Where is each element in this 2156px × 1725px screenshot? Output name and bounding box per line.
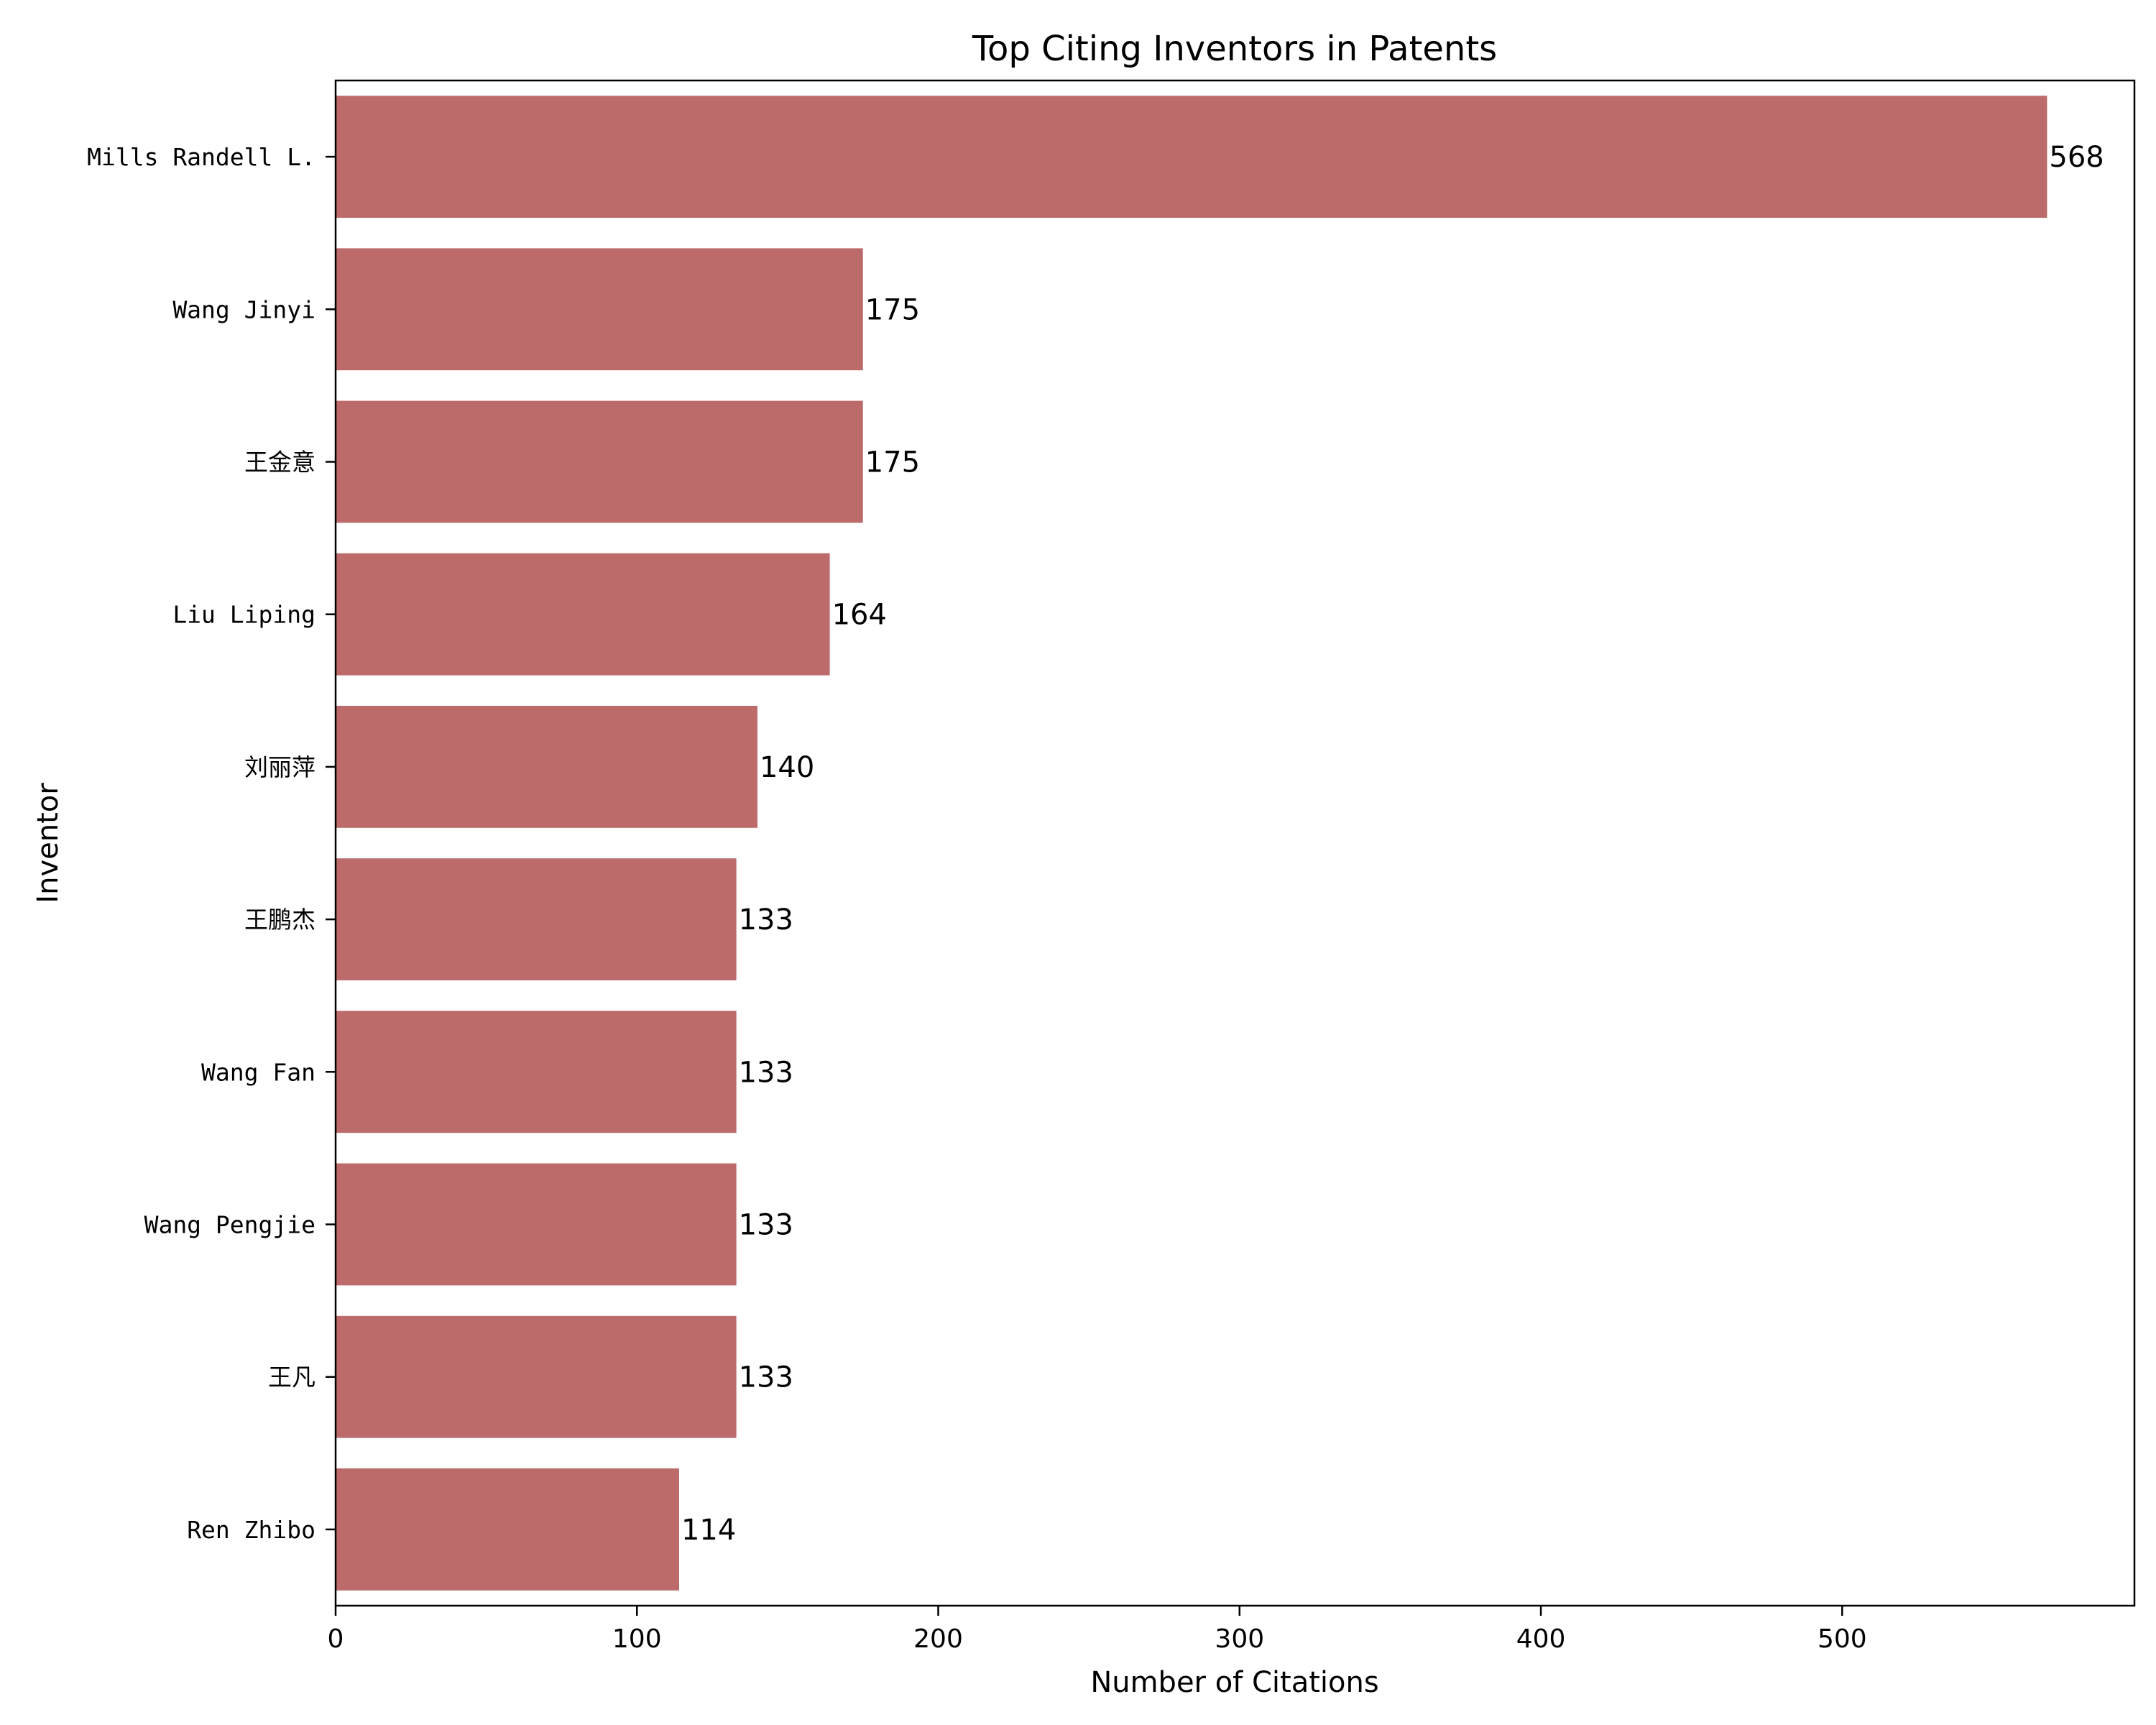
- x-tick-label: 400: [1516, 1624, 1566, 1654]
- bar: [336, 553, 830, 676]
- bar: [336, 1468, 679, 1591]
- y-tick-label: Wang Jinyi: [172, 295, 315, 323]
- bar-value-label: 164: [832, 599, 887, 632]
- bar: [336, 1316, 737, 1438]
- y-tick-label: Ren Zhibo: [187, 1516, 315, 1544]
- x-tick-label: 200: [913, 1624, 963, 1654]
- y-axis: Mills Randell L. Wang Jinyi 王金意 Liu Liping 刘…: [87, 143, 336, 1544]
- x-tick-label: 500: [1818, 1624, 1867, 1654]
- bar: [336, 1164, 737, 1286]
- x-tick-label: 300: [1215, 1624, 1264, 1654]
- y-axis-label: Inventor: [32, 783, 65, 903]
- bar: [336, 96, 2047, 218]
- x-tick-label: 0: [328, 1624, 344, 1654]
- bar: [336, 706, 757, 828]
- x-tick-label: 100: [612, 1624, 662, 1654]
- bar: [336, 401, 863, 523]
- y-tick-label: 王凡: [268, 1363, 315, 1392]
- y-tick-label: 王金意: [244, 448, 315, 477]
- x-axis-label: Number of Citations: [1090, 1666, 1378, 1699]
- bar-value-label: 133: [739, 1209, 793, 1242]
- bar-value-label: 114: [681, 1514, 736, 1547]
- bar: [336, 1011, 737, 1133]
- chart-title: Top Citing Inventors in Patents: [972, 29, 1497, 69]
- y-tick-label: 刘丽萍: [244, 753, 315, 781]
- bar-value-label: 133: [739, 1056, 793, 1089]
- bar-value-label: 175: [865, 446, 920, 479]
- bar-value-label: 175: [865, 293, 920, 326]
- y-tick-label: Mills Randell L.: [87, 143, 315, 171]
- bars-group: [336, 96, 2047, 1591]
- bar: [336, 858, 737, 980]
- bar-value-label: 133: [739, 1361, 793, 1394]
- bar-value-label: 133: [739, 903, 793, 937]
- value-labels-group: 568 175 175 164 140 133 133 133 133 114: [681, 141, 2104, 1547]
- y-tick-label: Liu Liping: [172, 601, 315, 629]
- y-tick-label: Wang Pengjie: [144, 1211, 315, 1239]
- y-tick-label: Wang Fan: [201, 1058, 315, 1086]
- bar-value-label: 568: [2049, 141, 2104, 174]
- y-tick-label: 王鹏杰: [244, 906, 315, 934]
- bar-value-label: 140: [760, 751, 814, 784]
- x-axis: 0 100 200 300 400 500: [328, 1606, 1867, 1654]
- bar: [336, 248, 863, 370]
